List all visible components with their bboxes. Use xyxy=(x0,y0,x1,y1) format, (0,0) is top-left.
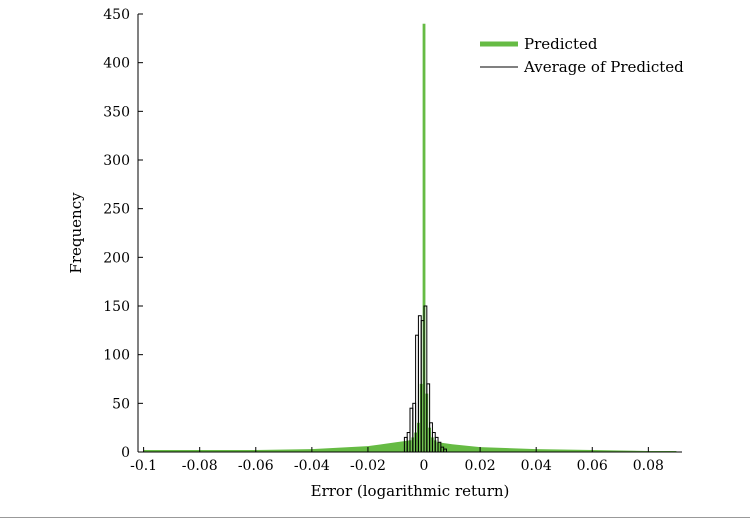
bottom-divider xyxy=(0,517,750,518)
x-axis-label: Error (logarithmic return) xyxy=(311,482,510,500)
y-tick-label: 400 xyxy=(103,56,130,72)
x-tick-label: -0.06 xyxy=(238,458,274,474)
y-tick-label: 450 xyxy=(103,7,130,23)
predicted-tail-left xyxy=(143,440,410,452)
axes xyxy=(137,14,682,453)
x-tick-label: 0.04 xyxy=(521,458,552,474)
x-tick-label: 0.06 xyxy=(577,458,608,474)
predicted-tail-right xyxy=(438,442,677,452)
y-tick-label: 100 xyxy=(103,348,130,364)
tick-labels: 0 50 100 150 200 250 300 350 400 450 -0.1 -0.08 -0.0… xyxy=(67,7,664,500)
x-tick-label: 0 xyxy=(420,458,429,474)
predicted-series-bars xyxy=(143,23,677,452)
y-tick-label: 50 xyxy=(112,396,130,412)
y-tick-label: 0 xyxy=(121,445,130,461)
y-tick-label: 350 xyxy=(103,104,130,120)
y-axis-label: Frequency xyxy=(67,192,85,274)
y-tick-label: 150 xyxy=(103,299,130,315)
x-tick-label: -0.08 xyxy=(182,458,218,474)
legend-label-average: Average of Predicted xyxy=(523,58,684,76)
y-tick-label: 250 xyxy=(103,202,130,218)
x-tick-label: -0.04 xyxy=(294,458,330,474)
x-tick-label: 0.02 xyxy=(465,458,496,474)
x-tick-label: 0.08 xyxy=(633,458,664,474)
x-tick-label: -0.02 xyxy=(350,458,386,474)
legend-label-predicted: Predicted xyxy=(524,35,598,53)
predicted-bar xyxy=(422,23,426,452)
y-tick-label: 300 xyxy=(103,153,130,169)
y-tick-label: 200 xyxy=(103,250,130,266)
x-tick-label: -0.1 xyxy=(130,458,157,474)
legend: Predicted Average of Predicted xyxy=(480,35,684,76)
